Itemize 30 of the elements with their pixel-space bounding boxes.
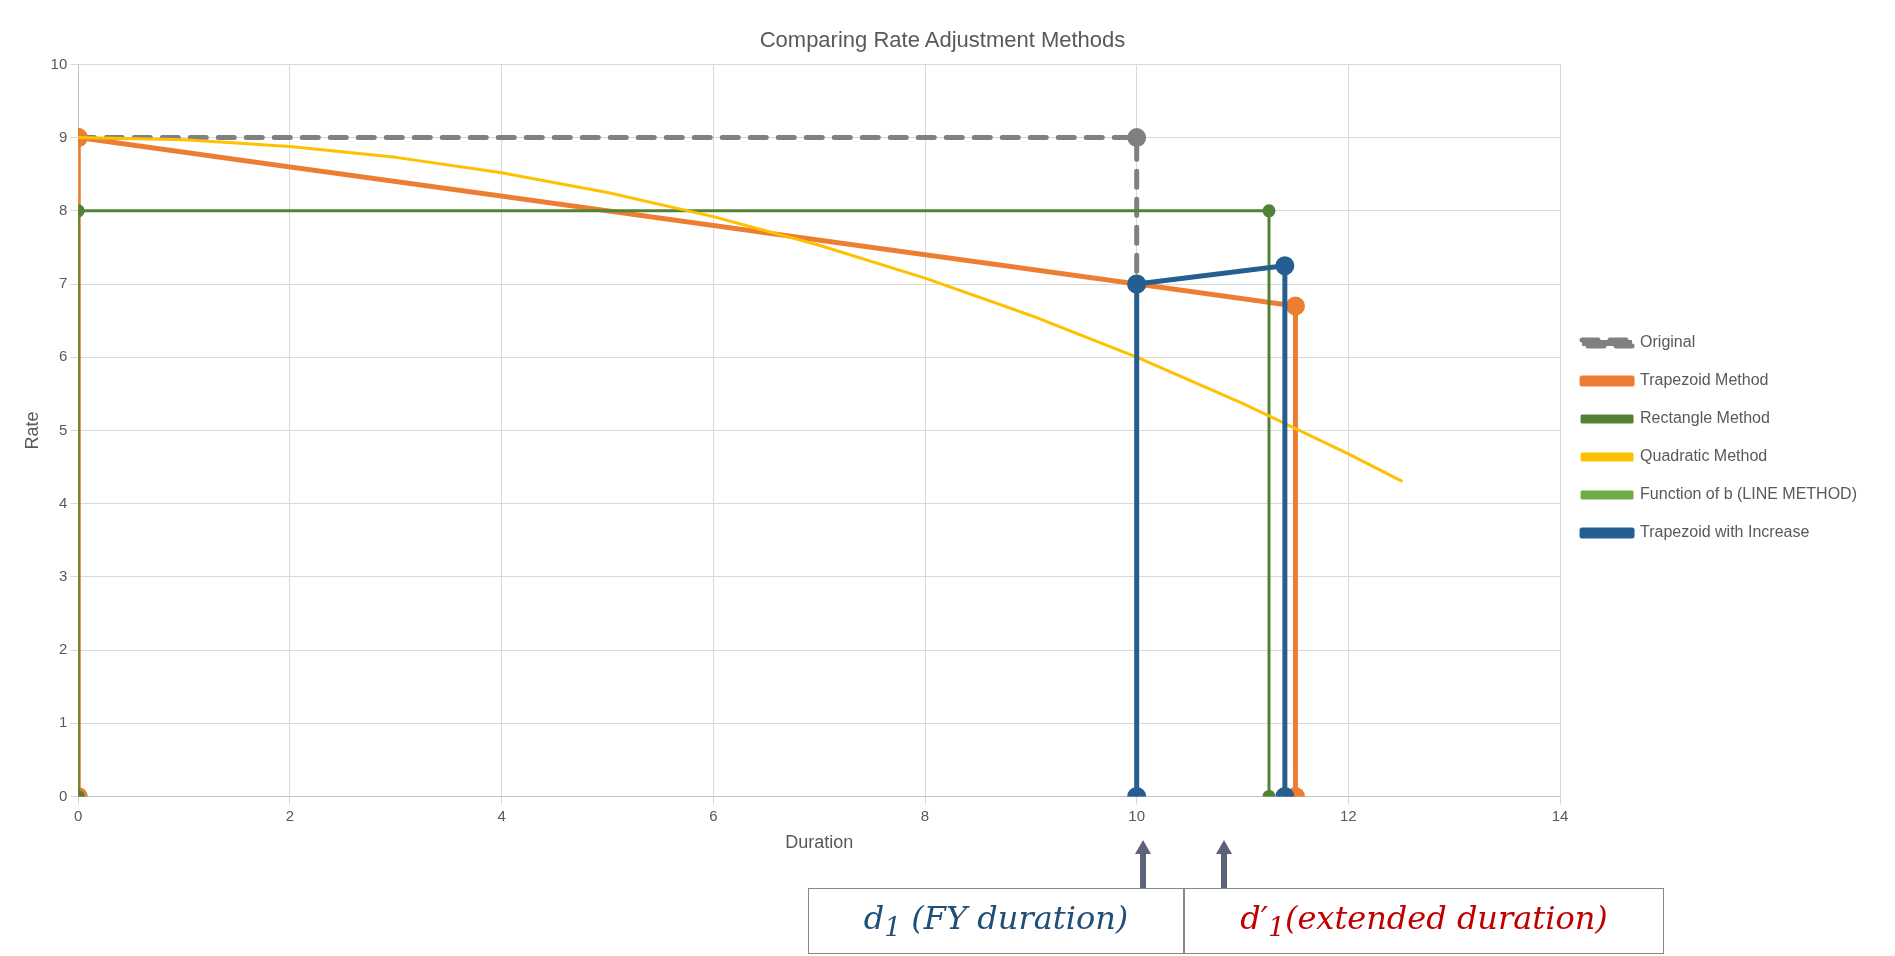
x-axis-title: Duration xyxy=(785,832,854,853)
x-tick-label: 12 xyxy=(1340,806,1357,824)
y-tick-label: 5 xyxy=(58,420,68,438)
y-tick-label: 3 xyxy=(58,566,68,584)
legend-label: Function of b (LINE METHOD) xyxy=(1640,485,1858,503)
chart-title: Comparing Rate Adjustment Methods xyxy=(759,27,1126,53)
x-tick-label: 8 xyxy=(920,806,930,824)
y-tick-label: 7 xyxy=(58,274,68,292)
text: d$_{1}$ (FY duration) xyxy=(863,899,1129,943)
y-tick-label: 6 xyxy=(58,347,68,365)
y-tick-label: 0 xyxy=(58,786,68,804)
y-tick-label: 10 xyxy=(50,54,68,72)
x-tick-label: 14 xyxy=(1551,806,1569,824)
legend-label: Rectangle Method xyxy=(1640,409,1770,427)
x-tick-label: 10 xyxy=(1128,806,1146,824)
y-tick-label: 8 xyxy=(58,200,68,218)
x-tick-label: 0 xyxy=(74,806,83,824)
y-tick-label: 4 xyxy=(58,493,68,511)
y-tick-label: 1 xyxy=(58,713,68,731)
legend-label: Trapezoid Method xyxy=(1640,371,1769,389)
legend-label: Trapezoid with Increase xyxy=(1640,523,1810,541)
x-tick-label: 2 xyxy=(285,806,295,824)
y-tick-label: 2 xyxy=(58,640,68,658)
x-tick-label: 4 xyxy=(497,806,506,824)
legend-label: Original xyxy=(1640,333,1696,351)
y-tick-label: 9 xyxy=(58,127,68,145)
x-tick-label: 6 xyxy=(709,806,718,824)
y-axis-title: Rate xyxy=(21,411,42,450)
text: d′$_{1}$(extended duration) xyxy=(1240,899,1608,943)
legend-label: Quadratic Method xyxy=(1640,447,1768,465)
